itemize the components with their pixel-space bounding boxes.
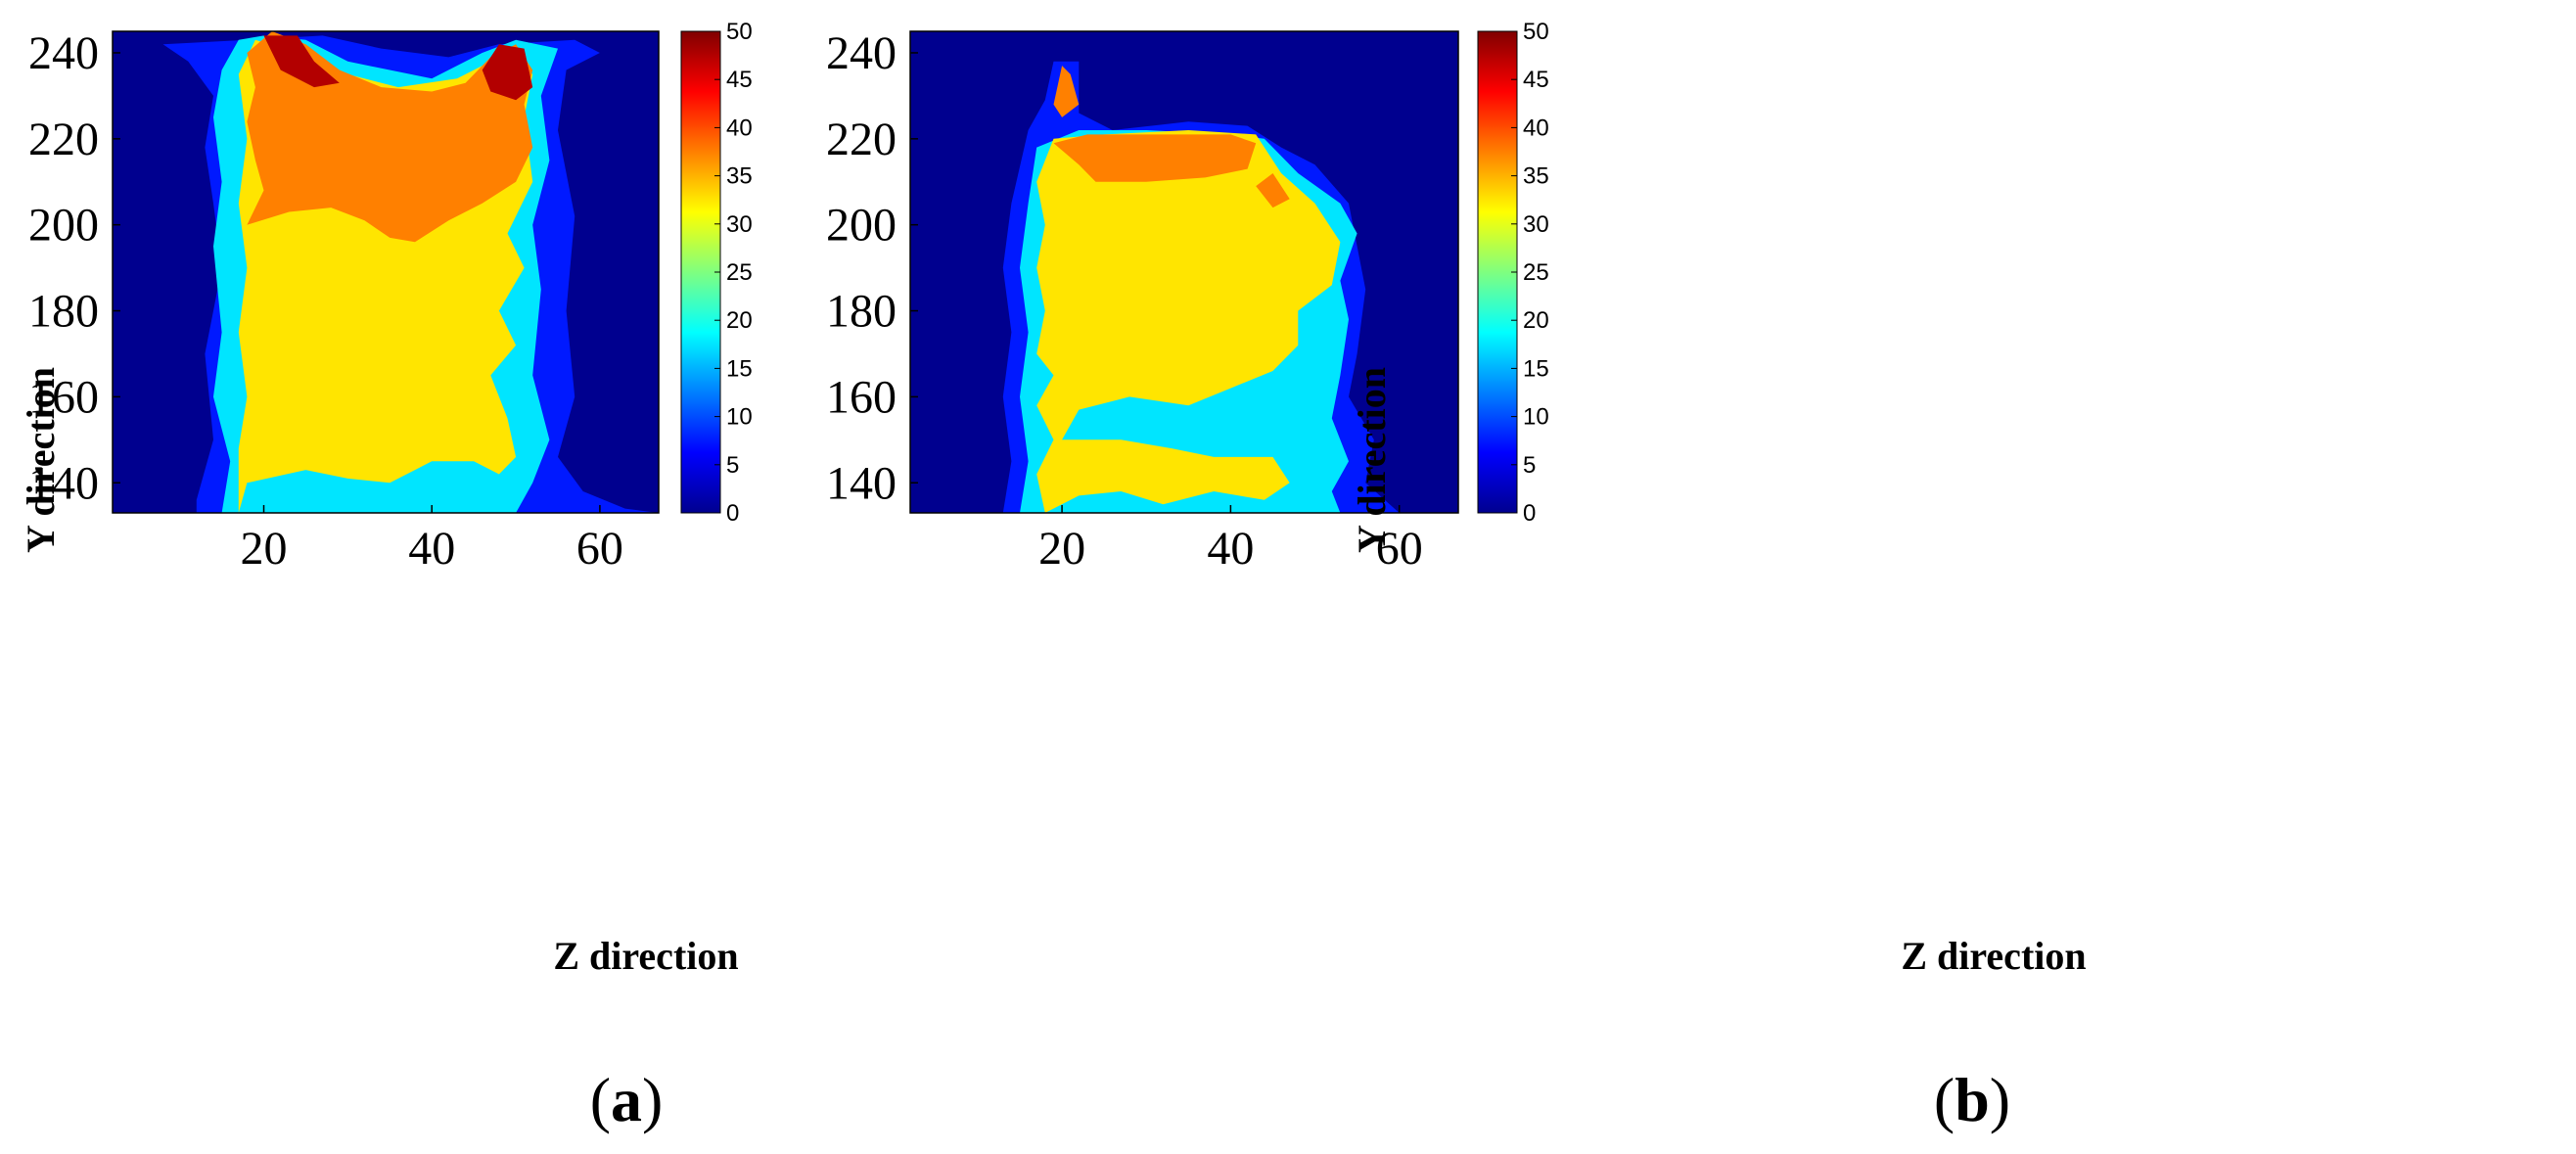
colorbar-tick-label: 40 — [1523, 115, 1549, 141]
y-tick-label: 220 — [826, 114, 897, 165]
y-tick-label: 180 — [826, 286, 897, 338]
colorbar-tick-label: 15 — [1523, 355, 1549, 382]
colorbar-tick-label: 5 — [726, 452, 739, 479]
panel-label-b: (b) — [1934, 1065, 2010, 1134]
y-tick-label: 240 — [826, 27, 897, 79]
colorbar-tick-label: 35 — [1523, 163, 1549, 190]
contour-region — [1256, 173, 1290, 208]
colorbar-a: 0 5 10 15 20 25 30 35 40 45 50 — [680, 19, 753, 527]
colorbar-tick-label: 0 — [1523, 500, 1536, 527]
y-ticks-b: 140 160 180 200 220 240 — [826, 27, 918, 509]
y-tick-label: 180 — [28, 286, 99, 338]
x-tick-label: 60 — [576, 523, 623, 575]
x-tick-label: 40 — [408, 523, 455, 575]
y-axis-label-a: Y direction — [19, 367, 63, 553]
y-tick-label: 160 — [826, 371, 897, 423]
colorbar-tick-label: 10 — [726, 404, 753, 431]
colorbar-tick-label: 5 — [1523, 452, 1536, 479]
x-tick-label: 60 — [1376, 523, 1423, 575]
x-axis-label-b: Z direction — [1901, 934, 2086, 978]
y-tick-label: 200 — [826, 200, 897, 252]
y-tick-label: 160 — [28, 371, 99, 423]
y-tick-label: 220 — [28, 114, 99, 165]
colorbar-tick-label: 15 — [726, 355, 753, 382]
contour-region — [1053, 134, 1257, 182]
colorbar-tick-label: 40 — [726, 115, 753, 141]
colorbar-tick-label: 10 — [1523, 404, 1549, 431]
contour-region — [482, 44, 533, 101]
y-tick-label: 140 — [28, 457, 99, 509]
colorbar-tick-label: 25 — [1523, 259, 1549, 286]
y-ticks-a: 140 160 180 200 220 240 — [28, 27, 120, 509]
plot-frame — [112, 30, 660, 514]
colorbar-tick-label: 30 — [1523, 211, 1549, 238]
contour-plot-a — [112, 30, 660, 514]
contour-plot-b — [909, 30, 1459, 514]
x-tick-label: 40 — [1207, 523, 1254, 575]
y-tick-label: 140 — [826, 457, 897, 509]
x-ticks-b: 20 40 60 — [1038, 505, 1423, 575]
contour-region — [1036, 130, 1341, 513]
colorbar-gradient — [1477, 30, 1518, 514]
colorbar-tick-label: 30 — [726, 211, 753, 238]
colorbar-tick-label: 25 — [726, 259, 753, 286]
x-tick-label: 20 — [241, 523, 288, 575]
y-tick-label: 240 — [28, 27, 99, 79]
contour-region — [263, 35, 340, 88]
x-tick-label: 20 — [1038, 523, 1085, 575]
colorbar-tick-label: 20 — [1523, 307, 1549, 334]
colorbar-tick-label: 50 — [1523, 19, 1549, 45]
colorbar-tick-label: 35 — [726, 163, 753, 190]
colorbar-b: 0 5 10 15 20 25 30 35 40 45 50 — [1477, 19, 1549, 527]
x-ticks-a: 20 40 60 — [241, 505, 623, 575]
panel-label-a: (a) — [590, 1065, 664, 1134]
colorbar-tick-label: 50 — [726, 19, 753, 45]
x-axis-label-a: Z direction — [553, 934, 738, 978]
colorbar-tick-label: 45 — [726, 67, 753, 93]
contour-region — [1053, 66, 1080, 117]
y-tick-label: 200 — [28, 200, 99, 252]
y-axis-label-b: Y direction — [1350, 367, 1394, 553]
colorbar-tick-label: 20 — [726, 307, 753, 334]
plot-frame — [909, 30, 1459, 514]
colorbar-gradient — [680, 30, 721, 514]
colorbar-tick-label: 45 — [1523, 67, 1549, 93]
colorbar-tick-label: 0 — [726, 500, 739, 527]
